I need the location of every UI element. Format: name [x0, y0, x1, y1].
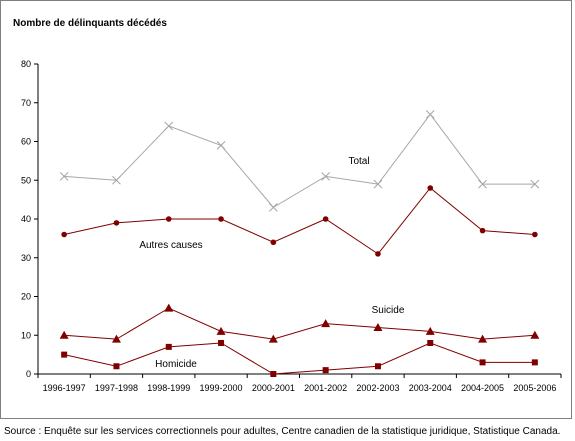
chart-frame: Nombre de délinquants décédés 0 10 20 30 40 5… — [0, 0, 572, 419]
point-total — [373, 179, 383, 189]
point-total — [216, 141, 226, 150]
point-suicide — [164, 303, 174, 312]
series-label-autres-causes: Autres causes — [139, 240, 202, 251]
point-total — [59, 172, 69, 181]
y-tick-label: 40 — [21, 214, 31, 224]
line-chart: 0 10 20 30 40 50 60 70 80 1996-1997 1997-1998 1998-… — [21, 59, 562, 393]
point-total — [112, 175, 121, 185]
point-suicide — [321, 319, 331, 328]
source-note: Source : Enquête sur les services correc… — [4, 426, 561, 437]
series-line-autres-causes — [64, 187, 535, 255]
x-tick-label: 2005-2006 — [513, 383, 556, 393]
x-tick-label: 1997-1998 — [95, 383, 138, 393]
point-total — [478, 179, 487, 189]
point-autres-causes — [61, 231, 67, 238]
y-axis-title: Nombre de délinquants décédés — [13, 18, 167, 29]
point-autres-causes — [532, 231, 538, 238]
y-tick-label: 0 — [26, 369, 31, 379]
point-autres-causes — [427, 185, 434, 191]
point-total — [321, 172, 331, 181]
y-tick-label: 10 — [21, 330, 31, 340]
series-line-suicide — [64, 307, 535, 340]
point-homicide — [479, 359, 486, 366]
point-suicide — [478, 334, 488, 343]
y-tick-label: 80 — [21, 59, 31, 69]
x-tick-label: 2004-2005 — [461, 383, 504, 393]
point-suicide — [216, 326, 226, 335]
point-suicide — [59, 330, 69, 339]
y-tick-label: 60 — [21, 137, 31, 147]
point-suicide — [425, 326, 435, 335]
point-homicide — [113, 363, 120, 370]
point-suicide — [268, 334, 278, 343]
point-total — [268, 203, 278, 212]
series-label-total: Total — [348, 156, 369, 167]
point-homicide — [322, 367, 329, 374]
series-line-homicide — [64, 342, 535, 375]
point-autres-causes — [375, 251, 381, 257]
y-tick-label: 30 — [21, 253, 31, 263]
x-tick-label: 2000-2001 — [252, 383, 295, 393]
point-autres-causes — [479, 227, 486, 234]
point-autres-causes — [322, 216, 329, 222]
point-total — [164, 121, 174, 131]
x-tick-label: 1998-1999 — [147, 383, 190, 393]
point-homicide — [61, 351, 68, 358]
y-tick-label: 70 — [21, 98, 31, 108]
point-homicide — [218, 340, 225, 346]
point-homicide — [165, 343, 172, 350]
point-homicide — [374, 363, 381, 370]
x-tick-label: 1999-2000 — [200, 383, 243, 393]
point-suicide — [111, 334, 121, 343]
point-homicide — [270, 371, 277, 377]
y-tick-label: 50 — [21, 175, 31, 185]
series-label-homicide: Homicide — [155, 359, 197, 370]
point-suicide — [373, 323, 383, 331]
point-total — [530, 179, 540, 189]
x-tick-label: 1996-1997 — [43, 383, 86, 393]
point-total — [425, 110, 435, 119]
point-autres-causes — [113, 220, 120, 226]
point-homicide — [427, 340, 434, 346]
point-suicide — [530, 330, 540, 339]
point-autres-causes — [270, 239, 277, 246]
y-tick-label: 20 — [21, 292, 31, 302]
x-tick-label: 2001-2002 — [304, 383, 347, 393]
point-homicide — [531, 359, 538, 366]
x-tick-label: 2003-2004 — [409, 383, 452, 393]
point-autres-causes — [165, 216, 172, 222]
series-label-suicide: Suicide — [372, 305, 405, 316]
point-autres-causes — [218, 216, 224, 222]
series-line-total — [64, 113, 535, 209]
x-tick-label: 2002-2003 — [356, 383, 399, 393]
